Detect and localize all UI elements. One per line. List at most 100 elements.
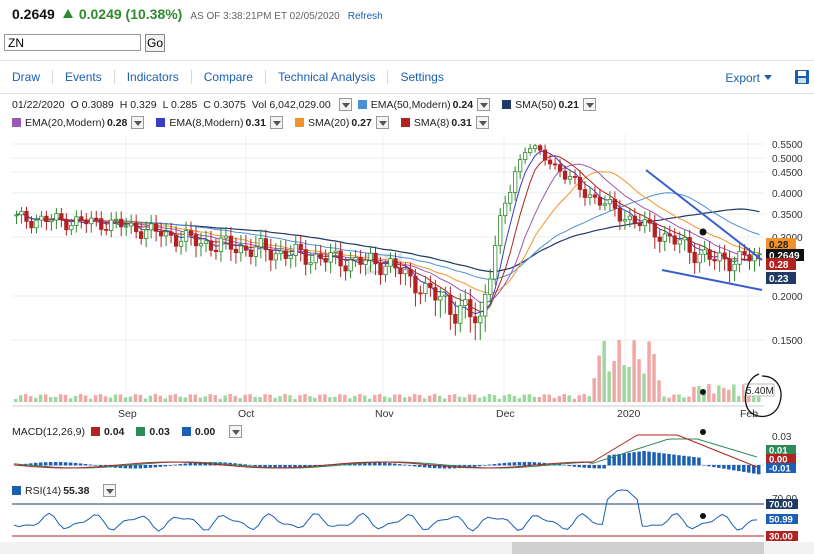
ema50-dropdown[interactable] — [477, 98, 491, 111]
volume-bar — [73, 395, 78, 402]
indicators-menu[interactable]: Indicators — [115, 70, 192, 84]
volume-bar — [527, 394, 532, 402]
volume-bar — [662, 396, 666, 402]
candle-body — [373, 252, 378, 265]
volume-bar — [567, 395, 572, 402]
macd-histogram-bar — [417, 465, 422, 467]
refresh-link[interactable]: Refresh — [347, 11, 383, 22]
x-tick-label: Sep — [118, 408, 137, 420]
volume-bar — [427, 395, 432, 402]
technical-analysis-menu[interactable]: Technical Analysis — [266, 70, 389, 84]
volume-bar — [103, 396, 108, 402]
volume-bar — [33, 397, 38, 402]
volume-bar — [338, 394, 342, 402]
go-button[interactable]: Go — [145, 34, 165, 52]
volume-bar — [687, 396, 691, 402]
volume-bar — [328, 397, 332, 402]
ema20-swatch — [12, 118, 21, 127]
legend-row-2: EMA(20,Modern) 0.28 EMA(8,Modern) 0.31 S… — [12, 116, 495, 129]
price-dropdown[interactable] — [338, 98, 352, 111]
legend-open: O 0.3089 — [71, 99, 114, 111]
volume-bar — [617, 340, 621, 402]
macd-histogram-bar — [582, 465, 586, 468]
candle-body — [697, 253, 702, 264]
events-menu[interactable]: Events — [53, 70, 115, 84]
macd-histogram-bar — [547, 463, 552, 466]
candle-body — [64, 219, 69, 231]
volume-bar — [692, 386, 696, 402]
price-badge-label: 0.28 — [769, 260, 789, 271]
macd-histogram-bar — [512, 462, 517, 466]
ema8-dropdown[interactable] — [269, 116, 283, 129]
ema20-dropdown[interactable] — [131, 116, 145, 129]
macd-histogram-bar — [642, 451, 646, 466]
sma50-dropdown[interactable] — [582, 98, 596, 111]
candle-body — [542, 149, 548, 161]
macd-histogram-bar — [412, 465, 417, 467]
macd-histogram-bar — [288, 465, 292, 469]
candle-body — [662, 233, 667, 242]
candle-body — [144, 229, 149, 239]
candle-body — [183, 230, 189, 242]
rsi-value: 55.38 — [63, 484, 90, 497]
candle-body — [617, 207, 623, 222]
volume-bar — [487, 394, 492, 402]
export-menu[interactable]: Export — [725, 71, 772, 85]
candle-body — [532, 145, 538, 150]
macd-histogram-bar — [697, 457, 701, 466]
volume-bar — [58, 394, 63, 402]
as-of-timestamp: AS OF 3:38:21PM ET 02/05/2020 — [190, 11, 340, 22]
volume-bar — [502, 395, 507, 402]
price-badge-label: 0.23 — [769, 274, 789, 285]
volume-bar — [412, 394, 417, 402]
compare-menu[interactable]: Compare — [192, 70, 267, 84]
macd-histogram-bar — [273, 465, 277, 468]
macd-histogram-bar — [258, 465, 262, 467]
macd-histogram-bar — [43, 462, 48, 466]
macd-chart[interactable]: 0.030.000.010.00-0.01 — [0, 420, 814, 480]
trendlines — [645, 169, 763, 395]
draw-menu[interactable]: Draw — [0, 70, 54, 84]
macd-histogram-bar — [363, 462, 367, 466]
candle-body — [49, 219, 54, 223]
legend-volume: Vol 6,042,029.00 — [252, 99, 331, 111]
volume-bar — [163, 398, 168, 402]
candle-body — [348, 259, 353, 272]
rsi-badge-label: 50.99 — [769, 515, 793, 526]
macd-histogram-bar — [557, 464, 562, 466]
rsi-dropdown[interactable] — [103, 484, 117, 497]
symbol-input[interactable] — [4, 34, 141, 51]
annotation-dot — [700, 429, 706, 435]
candle-body — [353, 257, 358, 261]
candle-body — [577, 176, 583, 190]
volume-bar — [14, 399, 18, 402]
volume-value: 6,042,029.00 — [269, 98, 331, 111]
volume-bar — [118, 394, 123, 402]
settings-menu[interactable]: Settings — [400, 70, 444, 84]
volume-bar — [188, 394, 193, 402]
macd-histogram-bar — [183, 463, 188, 466]
candle-body — [318, 253, 323, 259]
sma8-dropdown[interactable] — [475, 116, 489, 129]
macd-histogram-bar — [747, 465, 751, 473]
macd-histogram-bar — [133, 465, 138, 469]
macd-histogram-bar — [38, 462, 43, 466]
macd-histogram-bar — [492, 463, 497, 466]
save-icon[interactable] — [794, 69, 810, 85]
volume-bar — [43, 394, 48, 402]
volume-bar — [293, 398, 297, 402]
price-chart[interactable]: ZN 0.55000.50000.45000.40000.35000.30000… — [0, 134, 814, 420]
macd-histogram-bar — [612, 454, 616, 466]
sma20-dropdown[interactable] — [375, 116, 389, 129]
volume-bar — [632, 340, 636, 402]
sma20-swatch — [294, 118, 304, 127]
macd-histogram-bar — [402, 464, 407, 466]
macd-histogram-bar — [388, 463, 392, 466]
macd-histogram-bar — [118, 465, 123, 469]
sma8-swatch — [400, 118, 410, 127]
macd-dropdown[interactable] — [229, 425, 243, 438]
volume-bar — [133, 394, 138, 402]
candle-body — [298, 243, 303, 251]
chart-grid — [12, 134, 764, 406]
